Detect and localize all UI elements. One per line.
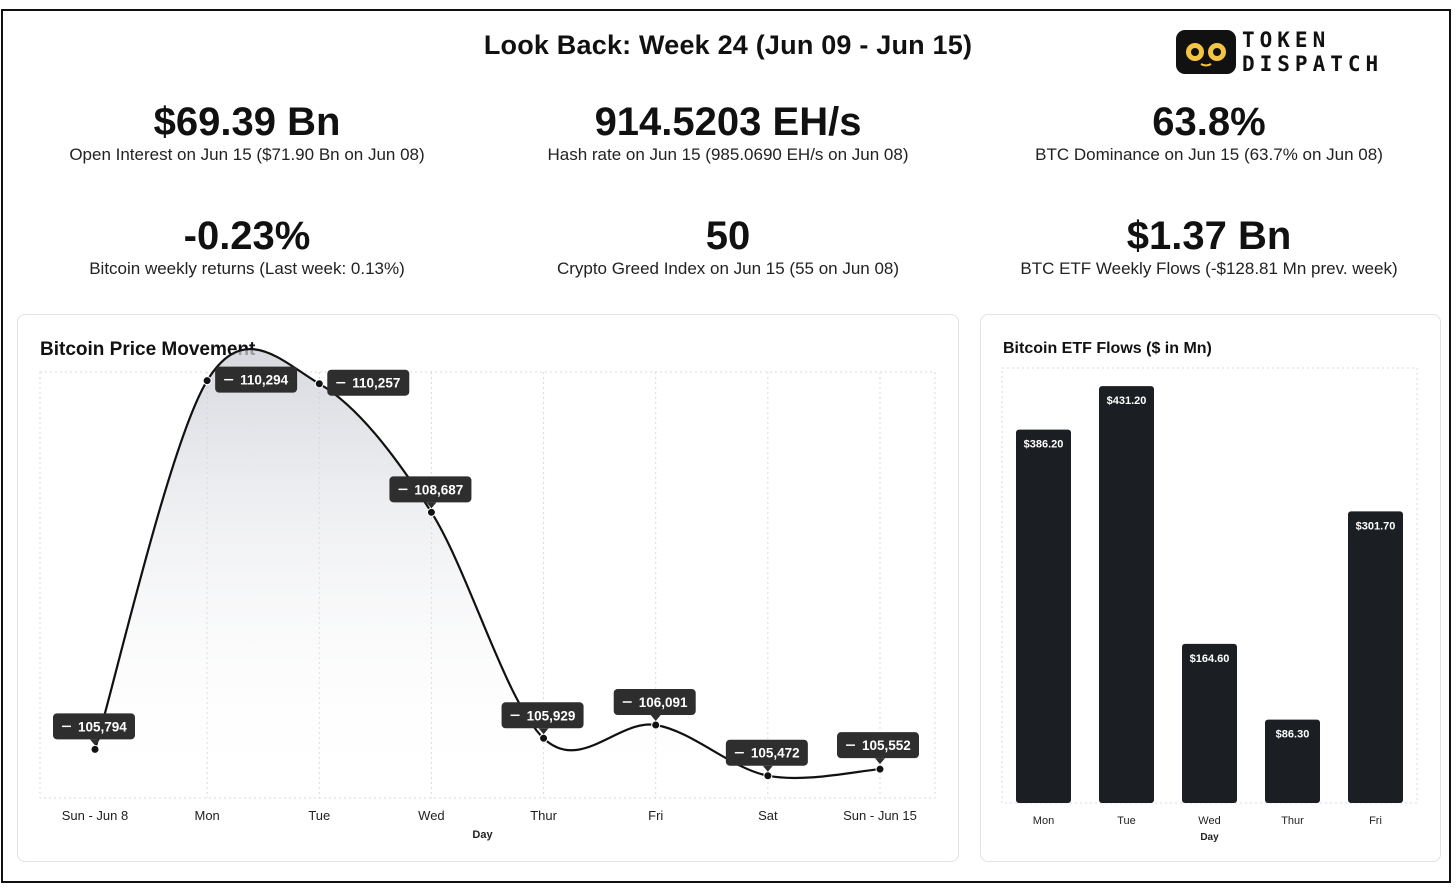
price-point-7: [875, 764, 885, 774]
stat-hash-rate: 914.5203 EH/s Hash rate on Jun 15 (985.0…: [498, 100, 958, 166]
price-label-1: 110,294: [240, 373, 289, 388]
stat-etf-flows: $1.37 Bn BTC ETF Weekly Flows (-$128.81 …: [979, 214, 1439, 280]
stat-value: 63.8%: [1152, 100, 1266, 144]
stat-label: Crypto Greed Index on Jun 15 (55 on Jun …: [556, 259, 900, 278]
x-tick-label-6: Sat: [758, 808, 778, 823]
page-title: Look Back: Week 24 (Jun 09 - Jun 15): [483, 30, 973, 60]
x-axis-label: Day: [472, 829, 493, 841]
etf-chart-title: Bitcoin ETF Flows ($ in Mn): [1003, 340, 1212, 357]
price-label-bg-5: [613, 689, 696, 716]
price-label-pointer-5: [650, 715, 661, 722]
x-tick-label-2: Tue: [308, 808, 330, 823]
price-chart-title: Bitcoin Price Movement: [40, 339, 256, 360]
logo-text-line2: DISPATCH: [1242, 52, 1384, 76]
stat-value: 50: [705, 214, 751, 258]
x-tick-label-1: Mon: [194, 808, 219, 823]
price-label-pointer-6: [762, 765, 773, 772]
price-point-1: [202, 376, 212, 386]
x-tick-label-7: Sun - Jun 15: [843, 808, 917, 823]
price-label-pointer-4: [538, 728, 549, 735]
price-area: [95, 349, 880, 798]
price-label-3: 108,687: [414, 482, 463, 497]
price-label-bg-3: [389, 476, 472, 503]
price-label-bg-7: [837, 732, 919, 759]
stat-greed-index: 50 Crypto Greed Index on Jun 15 (55 on J…: [498, 214, 958, 280]
price-label-2: 110,257: [352, 376, 400, 391]
price-label-4: 105,929: [527, 708, 576, 723]
price-label-6: 105,472: [751, 746, 800, 761]
price-label-bg-1: [215, 366, 298, 393]
stat-label: Bitcoin weekly returns (Last week: 0.13%…: [89, 259, 405, 278]
logo-text-line1: TOKEN: [1242, 28, 1331, 52]
price-line: [93, 348, 881, 780]
token-dispatch-logo: TOKEN DISPATCH: [1176, 28, 1412, 78]
price-label-5: 106,091: [639, 695, 688, 710]
stat-btc-dominance: 63.8% BTC Dominance on Jun 15 (63.7% on …: [979, 100, 1439, 166]
price-label-bg-6: [725, 739, 808, 766]
price-point-6: [763, 771, 773, 781]
logo-text: TOKEN DISPATCH: [1242, 28, 1383, 76]
stat-value: $69.39 Bn: [153, 100, 341, 144]
x-tick-label-5: Fri: [648, 808, 663, 823]
stat-open-interest: $69.39 Bn Open Interest on Jun 15 ($71.9…: [17, 100, 477, 166]
stat-label: Hash rate on Jun 15 (985.0690 EH/s on Ju…: [547, 145, 909, 164]
x-tick-label-4: Thur: [530, 808, 557, 823]
stat-weekly-returns: -0.23% Bitcoin weekly returns (Last week…: [17, 214, 477, 280]
stat-value: -0.23%: [183, 214, 311, 258]
logo-mark-icon: [1176, 30, 1236, 74]
price-label-pointer-7: [875, 758, 885, 765]
stat-label: BTC ETF Weekly Flows (-$128.81 Mn prev. …: [1020, 259, 1398, 278]
price-label-pointer-3: [426, 502, 437, 509]
x-tick-label-3: Wed: [418, 808, 445, 823]
price-label-bg-0: [53, 713, 135, 740]
price-label-0: 105,794: [78, 719, 127, 734]
frame-border: [1, 9, 1451, 883]
price-label-pointer-0: [90, 739, 100, 746]
price-point-2: [314, 379, 324, 389]
stat-label: BTC Dominance on Jun 15 (63.7% on Jun 08…: [1035, 145, 1383, 164]
price-point-3: [426, 507, 436, 517]
stat-value: $1.37 Bn: [1126, 214, 1292, 258]
stat-label: Open Interest on Jun 15 ($71.90 Bn on Ju…: [69, 145, 425, 164]
price-point-0: [90, 744, 100, 754]
price-label-bg-2: [327, 369, 410, 396]
stat-value: 914.5203 EH/s: [594, 100, 862, 144]
price-label-7: 105,552: [862, 738, 911, 753]
price-point-5: [651, 720, 661, 730]
price-point-4: [539, 733, 549, 743]
etf-chart-card: Bitcoin ETF Flows ($ in Mn): [980, 314, 1441, 862]
price-label-bg-4: [501, 702, 584, 729]
x-tick-label-0: Sun - Jun 8: [62, 808, 129, 823]
